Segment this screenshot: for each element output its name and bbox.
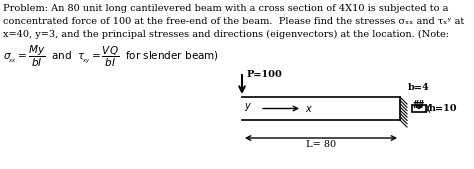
Text: x: x — [305, 104, 311, 115]
Text: P=100: P=100 — [247, 70, 283, 79]
Bar — [412, 105, 426, 112]
Text: $\sigma_{_{\!xx}}=\dfrac{My}{bI}$  and  $\tau_{_{\!xy}}=\dfrac{VQ}{bI}$  for sle: $\sigma_{_{\!xx}}=\dfrac{My}{bI}$ and $\… — [3, 44, 219, 69]
Text: y: y — [244, 101, 250, 111]
Text: ##: ## — [413, 100, 425, 110]
Text: x=40, y=3, and the principal stresses and directions (eigenvectors) at the locat: x=40, y=3, and the principal stresses an… — [3, 30, 449, 39]
Text: b=4: b=4 — [408, 83, 430, 92]
Text: Problem: An 80 unit long cantilevered beam with a cross section of 4X10 is subje: Problem: An 80 unit long cantilevered be… — [3, 4, 448, 13]
Text: concentrated force of 100 at the free-end of the beam.  Please find the stresses: concentrated force of 100 at the free-en… — [3, 17, 464, 26]
Text: h=10: h=10 — [429, 104, 457, 113]
Text: L= 80: L= 80 — [306, 140, 336, 149]
